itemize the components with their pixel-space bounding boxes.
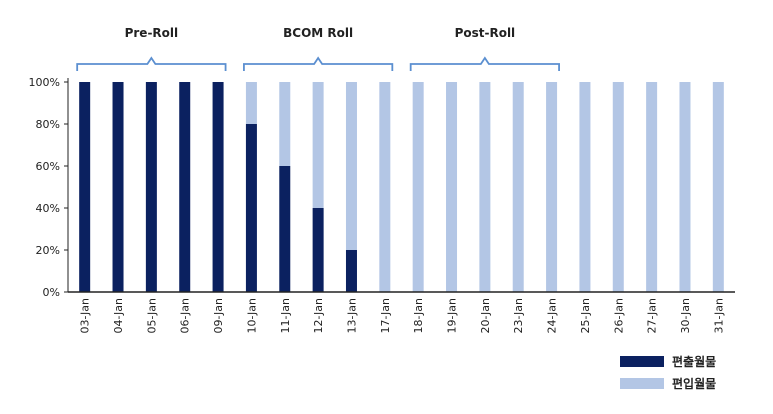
bar-segment-series-1 xyxy=(345,250,357,292)
x-tick-label: 13-Jan xyxy=(345,298,358,334)
x-tick-label: 27-Jan xyxy=(646,298,659,334)
x-tick-label: 19-Jan xyxy=(446,298,459,334)
bar-segment-series-1 xyxy=(179,82,191,292)
x-tick-label: 24-Jan xyxy=(546,298,559,334)
phase-label: BCOM Roll xyxy=(283,26,353,40)
x-tick-label: 11-Jan xyxy=(279,298,292,334)
bar-segment-series-2 xyxy=(412,82,424,292)
bar-segment-series-1 xyxy=(79,82,91,292)
y-tick-label: 80% xyxy=(36,118,60,131)
x-tick-label: 17-Jan xyxy=(379,298,392,334)
bar-segment-series-2 xyxy=(646,82,658,292)
bar-segment-series-1 xyxy=(245,124,257,292)
x-tick-label: 06-Jan xyxy=(179,298,192,334)
bar-segment-series-1 xyxy=(279,166,291,292)
x-tick-label: 18-Jan xyxy=(412,298,425,334)
bar-segment-series-2 xyxy=(279,82,291,166)
legend-label: 편출월물 xyxy=(672,354,716,369)
y-tick-label: 60% xyxy=(36,160,60,173)
bar-segment-series-2 xyxy=(546,82,558,292)
y-tick-label: 40% xyxy=(36,202,60,215)
x-tick-label: 31-Jan xyxy=(712,298,725,334)
x-tick-label: 04-Jan xyxy=(112,298,125,334)
legend-label: 편입월물 xyxy=(672,376,716,391)
y-axis: 0% 20% 40% 60% 80% 100% xyxy=(29,76,69,299)
bar-segment-series-1 xyxy=(312,208,324,292)
phase-bracket xyxy=(76,56,227,71)
bar-segment-series-2 xyxy=(446,82,458,292)
phase-label: Post-Roll xyxy=(455,26,516,40)
bar-segment-series-2 xyxy=(579,82,591,292)
x-tick-label: 10-Jan xyxy=(245,298,258,334)
bar-segment-series-1 xyxy=(212,82,224,292)
x-tick-label: 23-Jan xyxy=(512,298,525,334)
phase-brackets: Pre-Roll BCOM Roll Post-Roll xyxy=(76,26,560,71)
phase-bracket xyxy=(243,56,394,71)
x-tick-label: 03-Jan xyxy=(79,298,92,334)
y-tick-label: 100% xyxy=(29,76,60,89)
x-tick-label: 30-Jan xyxy=(679,298,692,334)
legend-swatch xyxy=(620,356,664,367)
phase-label: Pre-Roll xyxy=(125,26,179,40)
bar-segment-series-2 xyxy=(712,82,724,292)
x-tick-label: 09-Jan xyxy=(212,298,225,334)
bar-segment-series-1 xyxy=(145,82,157,292)
bar-segment-series-2 xyxy=(479,82,491,292)
bar-segment-series-2 xyxy=(612,82,624,292)
phase-bracket xyxy=(409,56,560,71)
legend-swatch xyxy=(620,378,664,389)
x-tick-label: 12-Jan xyxy=(312,298,325,334)
x-tick-label: 05-Jan xyxy=(145,298,158,334)
bar-segment-series-2 xyxy=(512,82,524,292)
y-tick-label: 20% xyxy=(36,244,60,257)
bar-segment-series-2 xyxy=(245,82,257,124)
x-axis: 03-Jan 04-Jan 05-Jan 06-Jan 09-Jan 10-Jan 11-J… xyxy=(68,291,735,334)
bar-segment-series-2 xyxy=(312,82,324,208)
y-tick-label: 0% xyxy=(43,286,60,299)
bar-segment-series-2 xyxy=(345,82,357,250)
x-tick-label: 20-Jan xyxy=(479,298,492,334)
x-tick-label: 25-Jan xyxy=(579,298,592,334)
bars xyxy=(79,82,724,292)
bar-segment-series-2 xyxy=(679,82,691,292)
bar-segment-series-1 xyxy=(112,82,124,292)
x-tick-label: 26-Jan xyxy=(612,298,625,334)
bar-segment-series-2 xyxy=(379,82,391,292)
